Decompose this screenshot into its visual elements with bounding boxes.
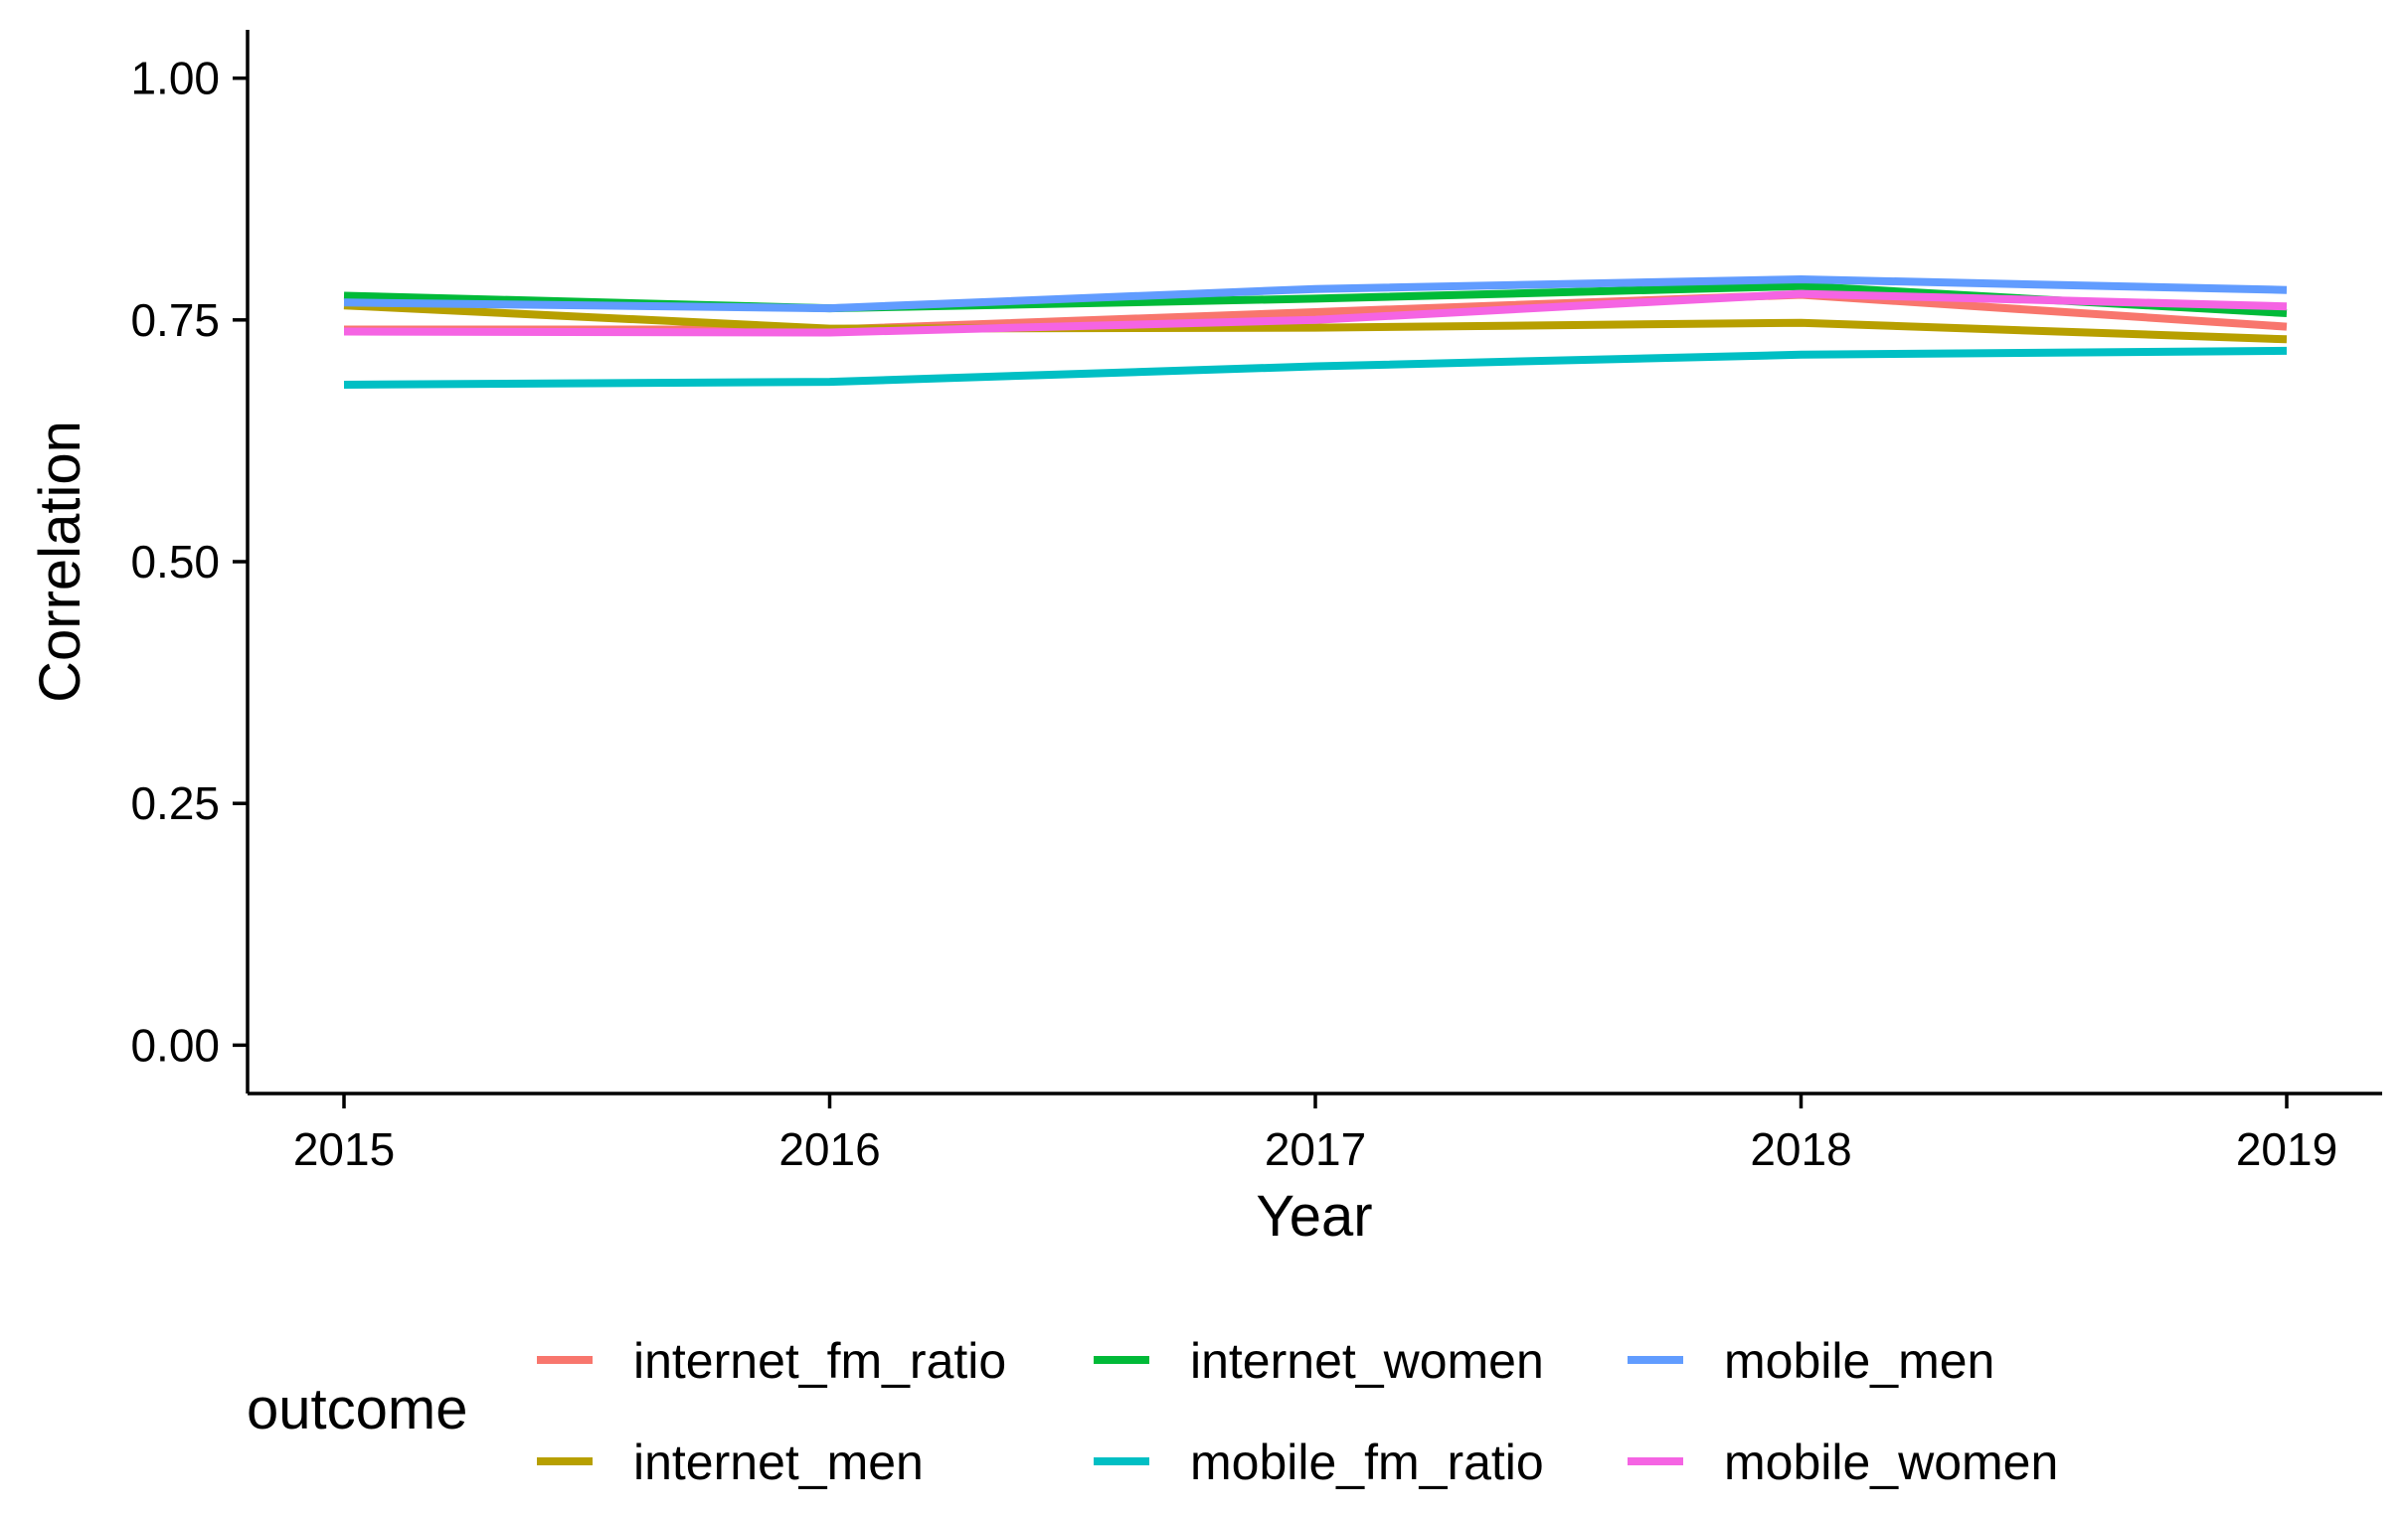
plot-area [343, 275, 2288, 389]
legend-label-internet-fm-ratio: internet_fm_ratio [633, 1333, 1006, 1389]
y-tick-label: 0.00 [130, 1019, 220, 1071]
y-tick-label: 0.25 [130, 777, 220, 829]
legend-label-mobile-women: mobile_women [1724, 1435, 2058, 1490]
y-tick-label: 0.50 [130, 536, 220, 588]
legend: outcome internet_fm_ratio internet_men int… [247, 1333, 2058, 1490]
x-axis-title: Year [1256, 1184, 1372, 1249]
series-line-mobile-fm-ratio [343, 346, 2288, 389]
x-axis-ticks: 2015 2016 2017 2018 2019 [293, 1094, 2337, 1175]
legend-label-internet-women: internet_women [1190, 1333, 1544, 1389]
y-axis-ticks: 0.00 0.25 0.50 0.75 1.00 [130, 53, 248, 1071]
x-tick-label: 2016 [778, 1123, 880, 1175]
series-line-mobile-women [343, 289, 2288, 337]
series-line-internet-men [343, 301, 2288, 344]
legend-label-mobile-fm-ratio: mobile_fm_ratio [1190, 1435, 1544, 1490]
legend-label-internet-men: internet_men [633, 1435, 924, 1490]
x-tick-label: 2018 [1750, 1123, 1851, 1175]
y-axis-title: Correlation [28, 421, 92, 703]
y-tick-label: 0.75 [130, 294, 220, 346]
axes [246, 30, 2382, 1096]
x-tick-label: 2017 [1265, 1123, 1366, 1175]
series-line-mobile-men [343, 275, 2288, 313]
legend-title: outcome [247, 1377, 467, 1441]
legend-label-mobile-men: mobile_men [1724, 1333, 1994, 1389]
y-tick-label: 1.00 [130, 53, 220, 104]
x-tick-label: 2019 [2236, 1123, 2337, 1175]
x-tick-label: 2015 [293, 1123, 395, 1175]
